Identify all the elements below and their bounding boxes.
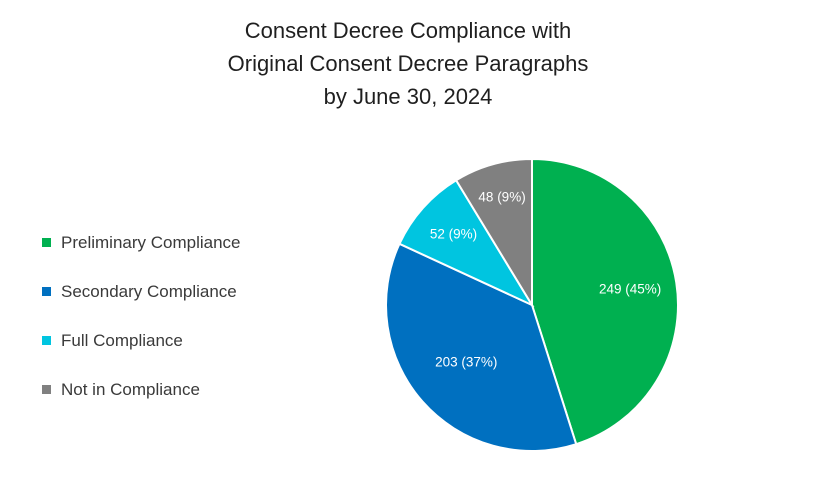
- data-label-secondary: 203 (37%): [435, 355, 497, 370]
- pie-slice-not-in-compliance: [454, 157, 533, 309]
- data-label-full: 52 (9%): [430, 227, 477, 242]
- legend-label-preliminary: Preliminary Compliance: [61, 232, 241, 252]
- chart-title-line-1: Consent Decree Compliance with: [244, 18, 572, 43]
- legend-item-secondary: Secondary Compliance: [42, 267, 241, 316]
- legend-item-preliminary: Preliminary Compliance: [42, 218, 241, 267]
- legend-label-not-in-compliance: Not in Compliance: [61, 379, 200, 399]
- pie-slice-preliminary: [531, 157, 679, 446]
- pie-slice-secondary: [385, 242, 578, 452]
- legend-label-full: Full Compliance: [61, 330, 183, 350]
- legend-item-not-in-compliance: Not in Compliance: [42, 365, 241, 414]
- legend-swatch-preliminary: [42, 238, 51, 247]
- chart-title-line-2: Original Consent Decree Paragraphs: [227, 51, 589, 76]
- legend-label-secondary: Secondary Compliance: [61, 281, 237, 301]
- legend-swatch-not-in-compliance: [42, 385, 51, 394]
- legend: Preliminary Compliance Secondary Complia…: [42, 218, 241, 414]
- legend-swatch-full: [42, 336, 51, 345]
- legend-item-full: Full Compliance: [42, 316, 241, 365]
- data-label-preliminary: 249 (45%): [599, 281, 661, 296]
- data-label-not-in-compliance: 48 (9%): [478, 190, 525, 205]
- chart-title-line-3: by June 30, 2024: [323, 84, 493, 109]
- legend-swatch-secondary: [42, 287, 51, 296]
- chart-title: Consent Decree Compliance with Original …: [0, 14, 816, 113]
- pie-slice-full: [398, 178, 535, 308]
